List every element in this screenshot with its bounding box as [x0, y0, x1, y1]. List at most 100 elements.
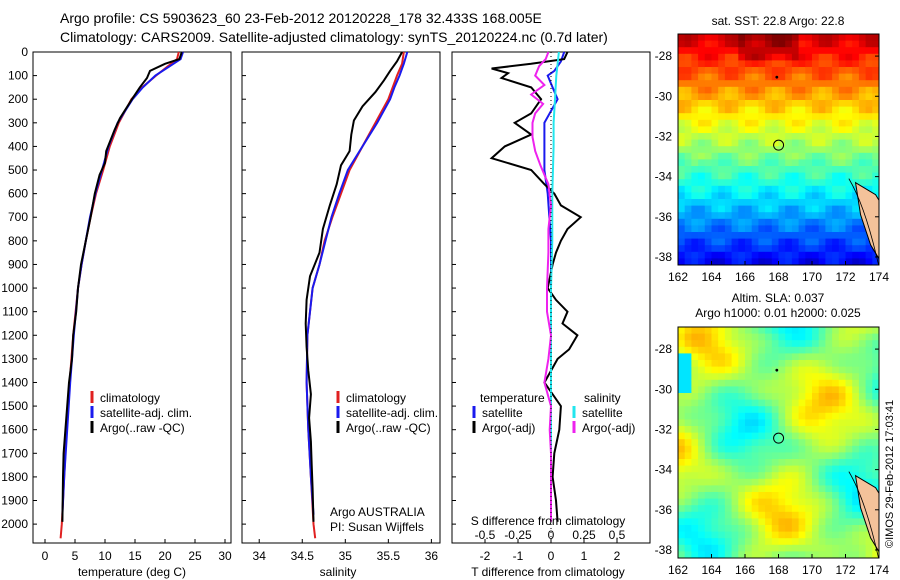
map-cell — [738, 346, 746, 354]
map-cell — [785, 251, 793, 259]
map-cell — [865, 159, 873, 167]
map-cell — [832, 47, 840, 55]
map-cell — [858, 439, 866, 447]
map-cell — [805, 152, 813, 160]
map-cell — [818, 393, 826, 400]
map-cell — [691, 525, 699, 532]
map-cell — [845, 426, 853, 433]
depth-tick-label: 600 — [8, 187, 28, 201]
map-cell — [872, 386, 879, 394]
map-cell — [785, 172, 793, 180]
map-cell — [745, 159, 753, 167]
map-cell — [678, 544, 686, 552]
map-cell — [738, 333, 746, 341]
legend-sat: satellite-adj. clim. — [346, 406, 438, 420]
map-cell — [678, 478, 686, 486]
depth-tick-label: 1800 — [1, 470, 28, 484]
map-cell — [818, 399, 826, 407]
map-cell — [704, 199, 712, 206]
map-cell — [852, 340, 860, 348]
map-cell — [791, 93, 799, 101]
map-cell — [771, 159, 779, 167]
map-cell — [691, 232, 699, 239]
map-cell — [805, 432, 813, 440]
legend-sat: satellite-adj. clim. — [100, 406, 192, 420]
map-cell — [818, 133, 826, 140]
map-cell — [845, 538, 853, 546]
map-cell — [812, 113, 820, 121]
map-cell — [751, 119, 759, 127]
map-cell — [678, 386, 686, 394]
map-cell — [785, 152, 793, 160]
series-line-satellite-adj-clim- — [305, 51, 409, 515]
map-cell — [778, 452, 786, 460]
map-cell — [778, 498, 786, 506]
map-cell — [798, 333, 806, 341]
map-cell — [872, 432, 879, 440]
map-cell — [751, 80, 759, 88]
map-cell — [718, 353, 726, 361]
map-cell — [684, 218, 692, 226]
map-cell — [825, 80, 833, 88]
map-cell — [852, 478, 860, 486]
map-cell — [758, 106, 766, 114]
map-cell — [838, 379, 846, 387]
map-cell — [832, 245, 840, 253]
map-cell — [818, 179, 826, 187]
depth-tick-label: 500 — [8, 163, 28, 177]
map-cell — [758, 119, 766, 127]
map-cell — [818, 218, 826, 226]
map-cell — [758, 179, 766, 187]
map-cell — [858, 531, 866, 539]
map-cell — [711, 485, 719, 493]
map-cell — [718, 333, 726, 341]
depth-tick-label: 1500 — [1, 399, 28, 413]
map-cell — [724, 525, 732, 532]
map-cell — [724, 60, 732, 68]
map-cell — [852, 119, 860, 127]
map-cell — [812, 360, 820, 367]
map-cell — [812, 472, 820, 480]
map-cell — [678, 511, 686, 519]
map-cell — [704, 406, 712, 414]
map-cell — [738, 73, 746, 81]
map-cell — [812, 133, 820, 140]
map-cell — [758, 406, 766, 414]
map-cell — [745, 373, 753, 381]
map-cell — [812, 146, 820, 154]
map-cell — [678, 360, 686, 367]
map-cell — [818, 360, 826, 367]
map-cell — [798, 452, 806, 460]
map-cell — [758, 232, 766, 239]
map-cell — [825, 373, 833, 381]
map-cell — [812, 258, 820, 265]
map-cell — [731, 152, 739, 160]
map-cell — [791, 412, 799, 420]
map-cell — [771, 439, 779, 447]
map-cell — [718, 511, 726, 519]
map-cell — [731, 485, 739, 493]
map-cell — [751, 373, 759, 381]
map-cell — [852, 538, 860, 546]
map-cell — [684, 445, 692, 453]
map-cell — [765, 93, 773, 101]
map-cell — [678, 232, 686, 239]
map-cell — [684, 47, 692, 55]
map-cell — [711, 146, 719, 154]
map-cell — [698, 34, 706, 41]
map-cell — [731, 379, 739, 387]
lat-tick-label: -30 — [655, 89, 673, 103]
map-cell — [724, 93, 732, 101]
map-cell — [832, 346, 840, 354]
map-cell — [684, 406, 692, 414]
map-cell — [791, 373, 799, 381]
map-cell — [684, 452, 692, 460]
map-cell — [765, 86, 773, 94]
map-cell — [684, 146, 692, 154]
map-cell — [812, 218, 820, 226]
map-cell — [704, 152, 712, 160]
map-cell — [858, 80, 866, 88]
lat-tick-label: -34 — [655, 463, 673, 477]
map-cell — [791, 172, 799, 180]
map-cell — [704, 399, 712, 407]
